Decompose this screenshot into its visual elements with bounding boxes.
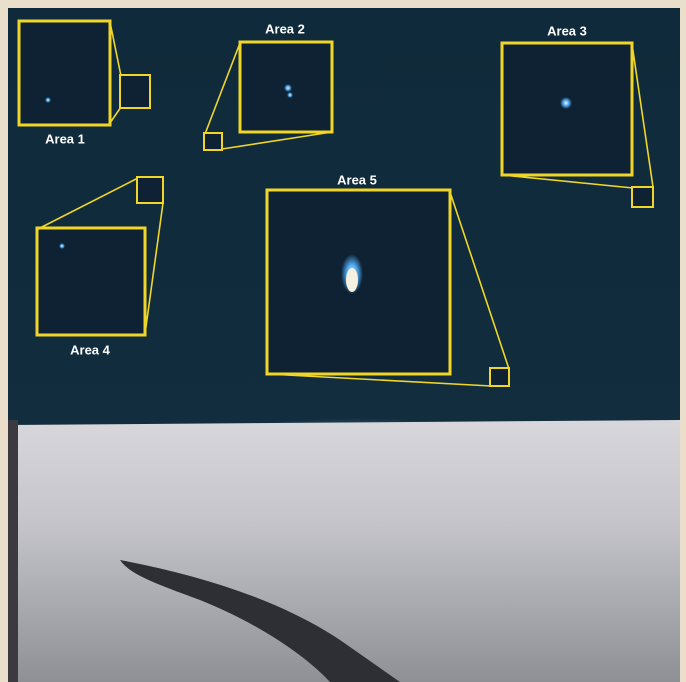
area-label: Area 3 <box>547 23 587 38</box>
lunar-surface <box>8 420 680 682</box>
area-label: Area 5 <box>337 172 377 187</box>
area-label: Area 4 <box>70 342 111 357</box>
area-label: Area 2 <box>265 21 305 36</box>
edge <box>8 420 18 682</box>
photo-figure: Area 1 Area 2 Area 3 Area 4 Area 5 <box>0 0 686 682</box>
area-label: Area 1 <box>45 131 85 146</box>
